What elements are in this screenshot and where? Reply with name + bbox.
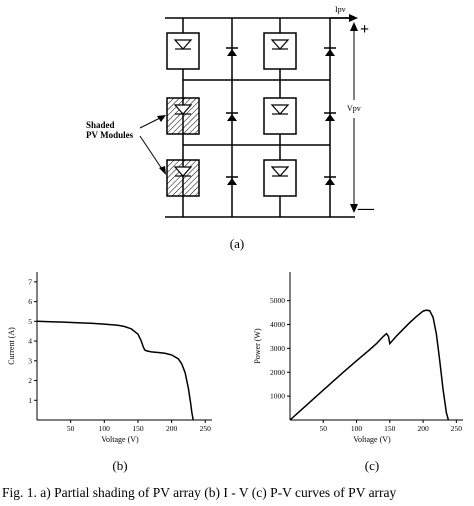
sublabel-a: (a) (230, 236, 244, 251)
bypass-diode (324, 176, 336, 185)
y-tick-label: 2 (28, 376, 32, 385)
bypass-diode (226, 112, 238, 121)
bypass-diode (324, 47, 336, 56)
series-line (289, 309, 450, 421)
pv-module (166, 32, 200, 70)
x-tick-label: 150 (132, 424, 144, 433)
current-arrow-icon (349, 14, 358, 22)
x-tick-label: 50 (67, 424, 75, 433)
y-tick-label: 1 (28, 396, 32, 405)
shaded-pv-module (166, 159, 200, 197)
y-tick-label: 5 (28, 317, 32, 326)
x-tick-label: 200 (417, 424, 429, 433)
x-tick-label: 50 (320, 424, 328, 433)
x-tick-label: 100 (99, 424, 111, 433)
y-tick-label: 4 (28, 337, 32, 346)
pv-array-circuit: Ipv Vpv + — Shaded PV Modules (a) (86, 5, 375, 251)
x-axis-label: Voltage (V) (101, 435, 139, 444)
x-tick-label: 200 (166, 424, 178, 433)
x-tick-label: 250 (200, 424, 212, 433)
y-axis-label: Current (A) (7, 327, 16, 365)
x-tick-label: 250 (451, 424, 463, 433)
shaded-label-line2: PV Modules (86, 130, 134, 140)
voltage-arrow-up-icon (350, 22, 358, 31)
iv-chart: 50 100 150 200 250 1 2 3 4 5 6 7 Voltage (V) Curre… (7, 272, 212, 444)
sublabel-c: (c) (365, 458, 379, 473)
y-axis-label: Power (W) (253, 328, 262, 364)
sublabel-b: (b) (112, 458, 127, 473)
shaded-pv-module (166, 97, 200, 135)
y-tick-label: 7 (28, 277, 32, 286)
y-tick-label: 6 (28, 297, 32, 306)
pointer-arrow-icon (159, 166, 166, 175)
voltage-arrow-down-icon (350, 204, 358, 213)
pv-module (263, 159, 297, 197)
y-tick-label: 5000 (270, 296, 285, 305)
bypass-diode (324, 112, 336, 121)
minus-sign: — (357, 200, 375, 217)
x-axis-label: Voltage (V) (353, 435, 391, 444)
voltage-label: Vpv (347, 104, 361, 113)
pv-module (263, 97, 297, 135)
figure-caption: Fig. 1. a) Partial shading of PV array (… (2, 485, 397, 500)
shaded-label-line1: Shaded (86, 120, 115, 130)
y-tick-label: 3 (28, 356, 32, 365)
pointer-arrow-icon (157, 115, 166, 122)
y-tick-label: 1000 (270, 392, 285, 401)
y-tick-label: 2000 (270, 368, 285, 377)
x-tick-label: 150 (384, 424, 396, 433)
x-tick-label: 100 (351, 424, 363, 433)
pv-chart: 50 100 150 200 250 1000 2000 3000 4000 5000 Volt… (253, 272, 463, 444)
series-line (36, 320, 194, 421)
bypass-diode (226, 176, 238, 185)
current-label: Ipv (335, 5, 346, 14)
bypass-diode (226, 47, 238, 56)
plus-sign: + (360, 21, 369, 38)
pv-module (263, 32, 297, 70)
y-tick-label: 3000 (270, 344, 285, 353)
y-tick-label: 4000 (270, 320, 285, 329)
